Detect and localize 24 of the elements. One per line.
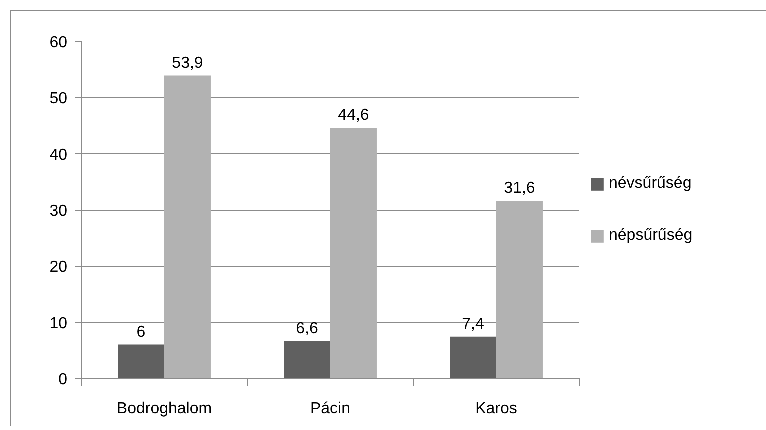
data-label: 6,6 xyxy=(296,320,318,338)
bar xyxy=(164,76,211,378)
y-tick-label: 60 xyxy=(50,34,68,52)
y-tick-label: 20 xyxy=(50,259,68,276)
y-tick-label: 50 xyxy=(50,90,68,108)
data-label: 31,6 xyxy=(504,180,536,198)
data-label: 53,9 xyxy=(172,54,204,72)
x-tick-label: Karos xyxy=(476,400,518,418)
bar xyxy=(284,341,330,378)
legend-label: névsűrűség xyxy=(609,174,692,192)
y-tick-label: 40 xyxy=(50,146,68,164)
y-tick-label: 0 xyxy=(58,372,68,388)
y-tick-label: 30 xyxy=(50,203,68,220)
data-label: 44,6 xyxy=(338,106,370,124)
data-label: 6 xyxy=(136,324,146,341)
legend-label: népsűrűség xyxy=(609,226,693,244)
bar xyxy=(496,201,543,378)
bar xyxy=(330,128,377,378)
data-label: 7,4 xyxy=(462,316,484,333)
x-tick-label: Pácin xyxy=(310,400,351,418)
y-tick-label: 10 xyxy=(50,315,68,332)
bar xyxy=(118,344,164,378)
x-tick-label: Bodroghalom xyxy=(116,400,212,418)
bar xyxy=(450,336,496,378)
